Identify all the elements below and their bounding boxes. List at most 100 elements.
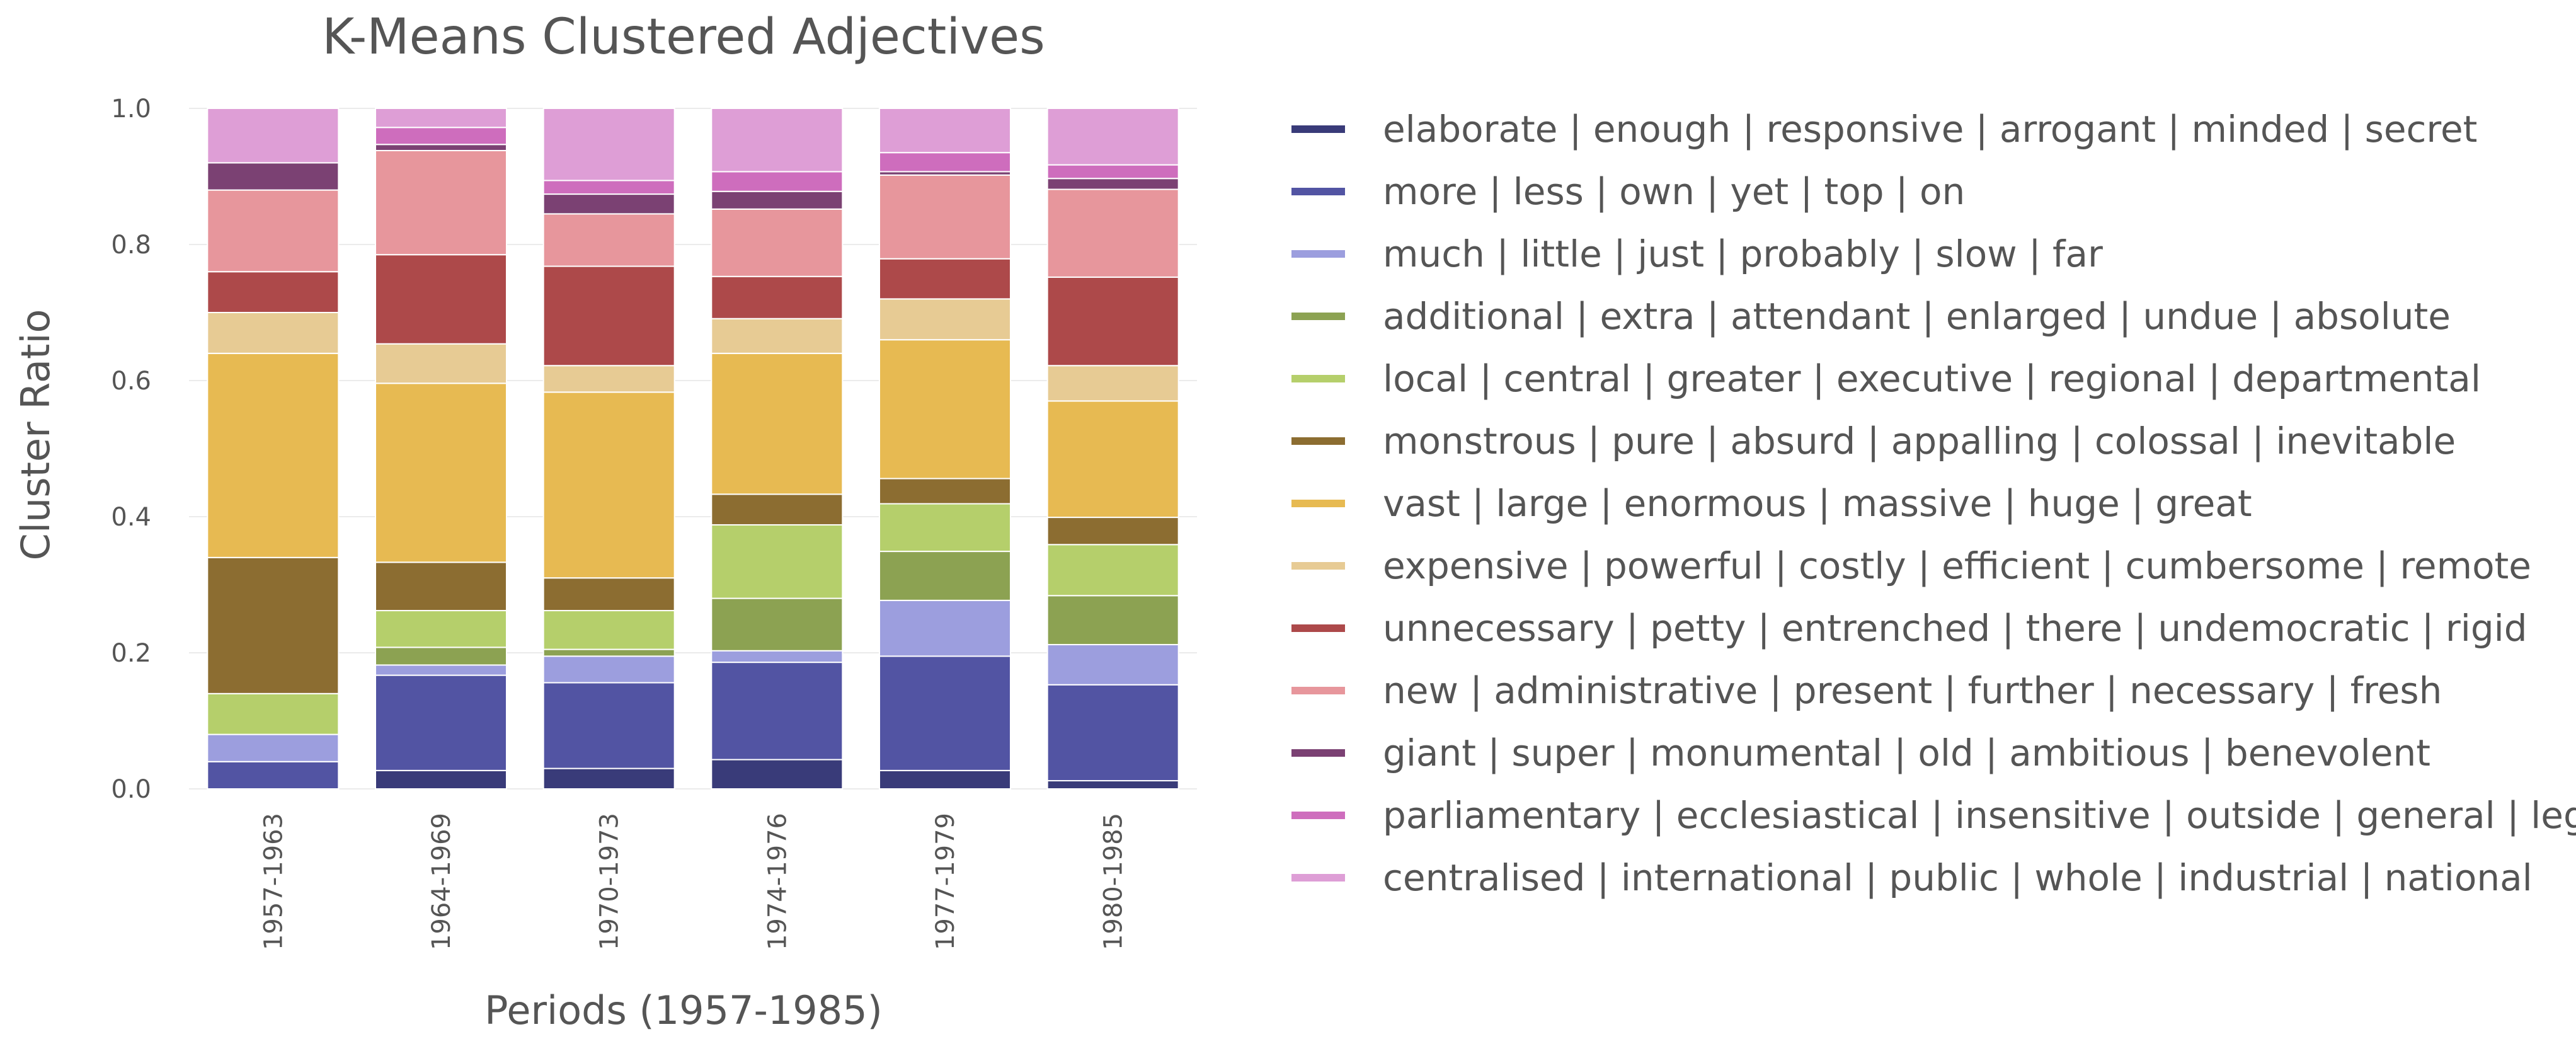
bar-segment xyxy=(1046,684,1179,782)
bars xyxy=(207,108,1179,790)
bar-segment xyxy=(711,524,844,599)
bar-segment xyxy=(879,599,1011,657)
y-tick-label: 0.4 xyxy=(111,503,151,532)
bar-segment xyxy=(1046,544,1179,597)
bar-segment xyxy=(542,213,675,267)
bar-segment xyxy=(1046,108,1179,166)
x-tick-label: 1974-1976 xyxy=(763,813,792,950)
bar-segment xyxy=(542,391,675,579)
legend-label: new | administrative | present | further… xyxy=(1383,669,2442,712)
bar-segment xyxy=(711,171,844,192)
legend-label: elaborate | enough | responsive | arroga… xyxy=(1383,108,2477,151)
bar-segment xyxy=(375,664,507,676)
y-axis-ticks: 0.0 0.2 0.4 0.6 0.8 1.0 xyxy=(111,95,151,804)
legend-label: vast | large | enormous | massive | huge… xyxy=(1383,482,2252,525)
bar-segment xyxy=(375,144,507,151)
bar-segment xyxy=(711,352,844,495)
bar-segment xyxy=(207,556,340,694)
legend-label: local | central | greater | executive | … xyxy=(1383,357,2481,400)
bar-segment xyxy=(711,759,844,790)
x-tick-label: 1977-1979 xyxy=(931,813,960,950)
bar-segment xyxy=(375,674,507,771)
bar-segment xyxy=(1046,188,1179,278)
bar-segment xyxy=(375,343,507,384)
y-tick-label: 0.6 xyxy=(111,367,151,396)
bar-segment xyxy=(207,189,340,273)
legend-label: more | less | own | yet | top | on xyxy=(1383,170,1965,213)
bar-segment xyxy=(1046,365,1179,402)
legend-label: giant | super | monumental | old | ambit… xyxy=(1383,732,2430,774)
legend: elaborate | enough | responsive | arroga… xyxy=(1291,108,2576,899)
legend-label: unnecessary | petty | entrenched | there… xyxy=(1383,607,2527,650)
bar-segment xyxy=(879,478,1011,505)
bar-segment xyxy=(542,108,675,181)
x-axis-title: Periods (1957-1985) xyxy=(484,987,883,1033)
bar-segment xyxy=(1046,178,1179,190)
bar-segment xyxy=(542,193,675,215)
bar-segment xyxy=(1046,517,1179,546)
grid-lines xyxy=(189,108,1197,790)
bar-segment xyxy=(879,174,1011,260)
bar-segment xyxy=(711,275,844,319)
y-tick-label: 1.0 xyxy=(111,95,151,123)
bar-segment xyxy=(542,648,675,657)
bar-segment xyxy=(879,655,1011,771)
bar-segment xyxy=(207,761,340,790)
bar-segment xyxy=(207,108,340,164)
bar-segment xyxy=(375,127,507,146)
bar-segment xyxy=(375,646,507,666)
bar-segment xyxy=(375,108,507,129)
bar-segment xyxy=(375,254,507,345)
legend-label: parliamentary | ecclesiastical | insensi… xyxy=(1383,794,2576,837)
bar-segment xyxy=(542,767,675,790)
bar-segment xyxy=(542,682,675,769)
legend-label: centralised | international | public | w… xyxy=(1383,856,2533,899)
bar-segment xyxy=(879,551,1011,601)
bar-segment xyxy=(375,561,507,612)
bar-segment xyxy=(879,769,1011,790)
bar-segment xyxy=(711,208,844,277)
y-tick-label: 0.0 xyxy=(111,775,151,804)
bar-segment xyxy=(879,503,1011,553)
bar-segment xyxy=(542,655,675,684)
bar-segment xyxy=(711,318,844,354)
x-tick-label: 1970-1973 xyxy=(595,813,624,950)
bar-segment xyxy=(879,339,1011,480)
bar-segment xyxy=(207,352,340,558)
bar-segment xyxy=(542,365,675,393)
bar-segment xyxy=(375,610,507,648)
bar-segment xyxy=(711,662,844,761)
bar-segment xyxy=(375,382,507,563)
x-tick-label: 1964-1969 xyxy=(427,813,456,950)
y-tick-label: 0.8 xyxy=(111,231,151,260)
bar-segment xyxy=(542,577,675,612)
bar-segment xyxy=(879,152,1011,173)
x-tick-label: 1957-1963 xyxy=(259,813,288,950)
x-axis-ticks: 1957-1963 1964-1969 1970-1973 1974-1976 1977… xyxy=(259,813,1128,950)
legend-label: expensive | powerful | costly | efficien… xyxy=(1383,544,2531,587)
bar-segment xyxy=(879,108,1011,154)
y-axis-title: Cluster Ratio xyxy=(13,309,59,561)
bar-segment xyxy=(1046,400,1179,519)
bar-segment xyxy=(879,298,1011,341)
legend-label: monstrous | pure | absurd | appalling | … xyxy=(1383,420,2456,462)
bar-segment xyxy=(375,769,507,790)
bar-segment xyxy=(711,650,844,663)
bar-segment xyxy=(207,733,340,762)
bar-segment xyxy=(1046,780,1179,790)
bar-segment xyxy=(1046,595,1179,646)
bar-segment xyxy=(207,271,340,314)
bar-segment xyxy=(711,108,844,173)
bar-segment xyxy=(207,692,340,735)
bar-segment xyxy=(542,180,675,195)
legend-label: much | little | just | probably | slow |… xyxy=(1383,233,2103,275)
x-tick-label: 1980-1985 xyxy=(1099,813,1128,950)
bar-segment xyxy=(711,493,844,526)
y-tick-label: 0.2 xyxy=(111,639,151,668)
bar-segment xyxy=(207,162,340,191)
bar-segment xyxy=(879,258,1011,300)
bar-segment xyxy=(207,312,340,354)
bar-segment xyxy=(375,149,507,256)
chart-title: K-Means Clustered Adjectives xyxy=(322,9,1045,66)
